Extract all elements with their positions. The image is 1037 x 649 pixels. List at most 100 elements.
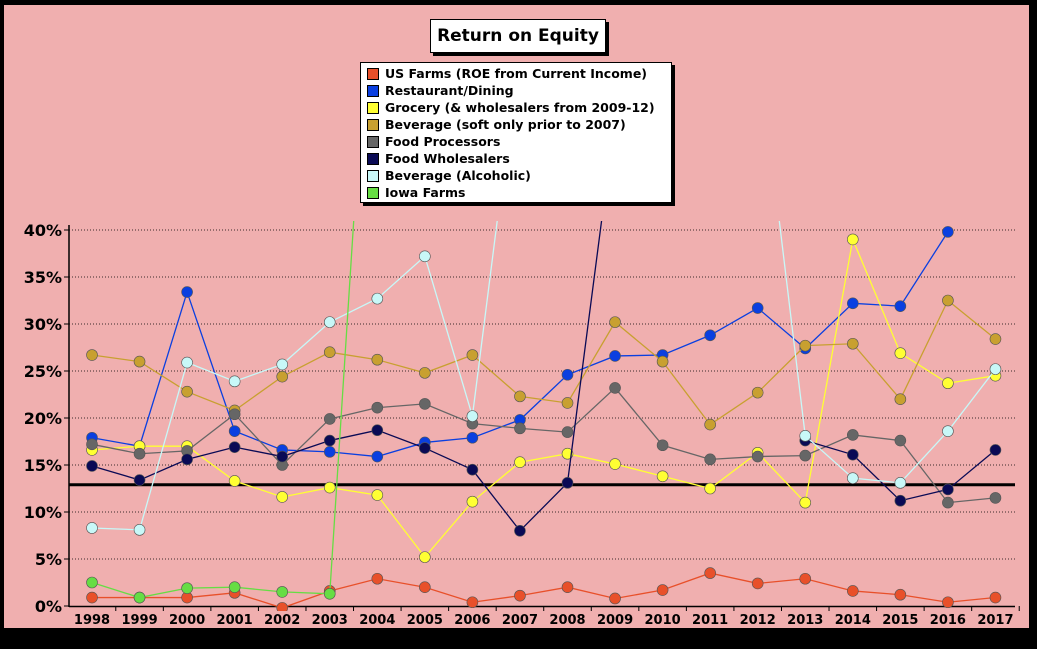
legend-swatch [367,101,379,114]
data-point [323,434,336,447]
data-point [133,474,146,486]
data-point [799,572,812,585]
data-point [419,551,431,563]
legend-swatch [367,169,379,182]
legend-item: Food Processors [367,133,665,150]
data-point [751,577,764,590]
data-point [371,572,384,585]
data-point [942,596,954,609]
legend-item: Beverage (soft only prior to 2007) [367,116,665,133]
data-point [514,422,526,435]
legend-swatch [367,135,379,148]
data-point [276,586,289,598]
data-point [561,397,574,409]
x-tick-label: 2010 [645,613,681,628]
data-point [514,589,526,602]
data-point [609,382,621,394]
series-5 [86,382,1002,509]
data-point [133,591,146,604]
x-tick-label: 2014 [835,613,871,628]
data-point [561,368,574,381]
data-point [989,333,1002,345]
x-tick-label: 2008 [549,613,585,628]
data-point [86,522,98,534]
data-point [466,596,479,609]
data-point [846,429,859,441]
legend-item: Beverage (Alcoholic) [367,167,665,184]
data-point [133,447,146,460]
data-point [86,460,98,472]
data-point [751,386,764,399]
data-point [371,292,384,305]
data-point [419,442,431,454]
data-point [846,448,859,461]
data-point [942,294,954,307]
data-point [799,339,812,352]
legend-label: US Farms (ROE from Current Income) [385,66,648,81]
data-point [181,286,193,298]
legend-label: Grocery (& wholesalers from 2009-12) [385,100,655,115]
legend-swatch [367,84,379,97]
data-point [419,581,431,594]
data-point [323,481,336,494]
data-point [86,591,98,604]
legend-label: Beverage (soft only prior to 2007) [385,117,626,132]
series-line [91,386,996,504]
data-point [561,426,574,438]
data-point [894,588,907,601]
data-point [656,439,669,452]
data-point [419,367,431,379]
data-point [989,444,1002,456]
y-tick-label: 10% [24,503,62,522]
data-point [609,350,621,362]
data-point [276,602,288,611]
data-point [371,424,384,437]
x-tick-label: 2013 [787,613,823,628]
legend-swatch [367,152,379,165]
series-7 [86,221,1002,536]
data-point [371,450,384,463]
data-point [514,456,526,468]
data-point [371,489,384,501]
data-point [609,458,621,470]
legend-label: Iowa Farms [385,185,466,200]
x-tick-label: 2004 [359,613,395,628]
data-point [323,413,336,425]
data-point [894,347,907,359]
data-point [228,475,241,487]
x-tick-label: 2005 [407,613,443,628]
x-tick-label: 2000 [169,613,205,628]
data-point [466,349,479,361]
x-tick-label: 2009 [597,613,633,628]
x-tick-label: 1999 [121,613,157,628]
data-point [846,585,859,597]
data-point [466,463,479,476]
data-point [989,363,1002,375]
data-point [133,355,146,368]
data-point [656,470,669,483]
data-point [371,401,384,414]
data-point [942,425,954,437]
data-point [751,450,764,463]
data-point [704,453,716,466]
data-point [86,349,98,361]
data-point [371,353,384,366]
data-point [942,377,954,390]
y-tick-label: 15% [24,456,62,475]
data-point [466,495,479,508]
y-tick-label: 5% [35,550,62,569]
y-tick-label: 40% [24,221,62,240]
x-tick-label: 2001 [217,613,253,628]
data-point [323,316,336,328]
data-point [276,370,289,383]
data-point [799,449,812,462]
x-tick-label: 2011 [692,613,728,628]
x-tick-label: 2012 [740,613,776,628]
series-line [91,299,996,426]
series-6 [86,221,1002,537]
series-line [91,237,996,559]
legend-item: Grocery (& wholesalers from 2009-12) [367,99,665,116]
data-point [656,584,669,596]
data-point [751,302,764,314]
data-point [609,316,621,328]
